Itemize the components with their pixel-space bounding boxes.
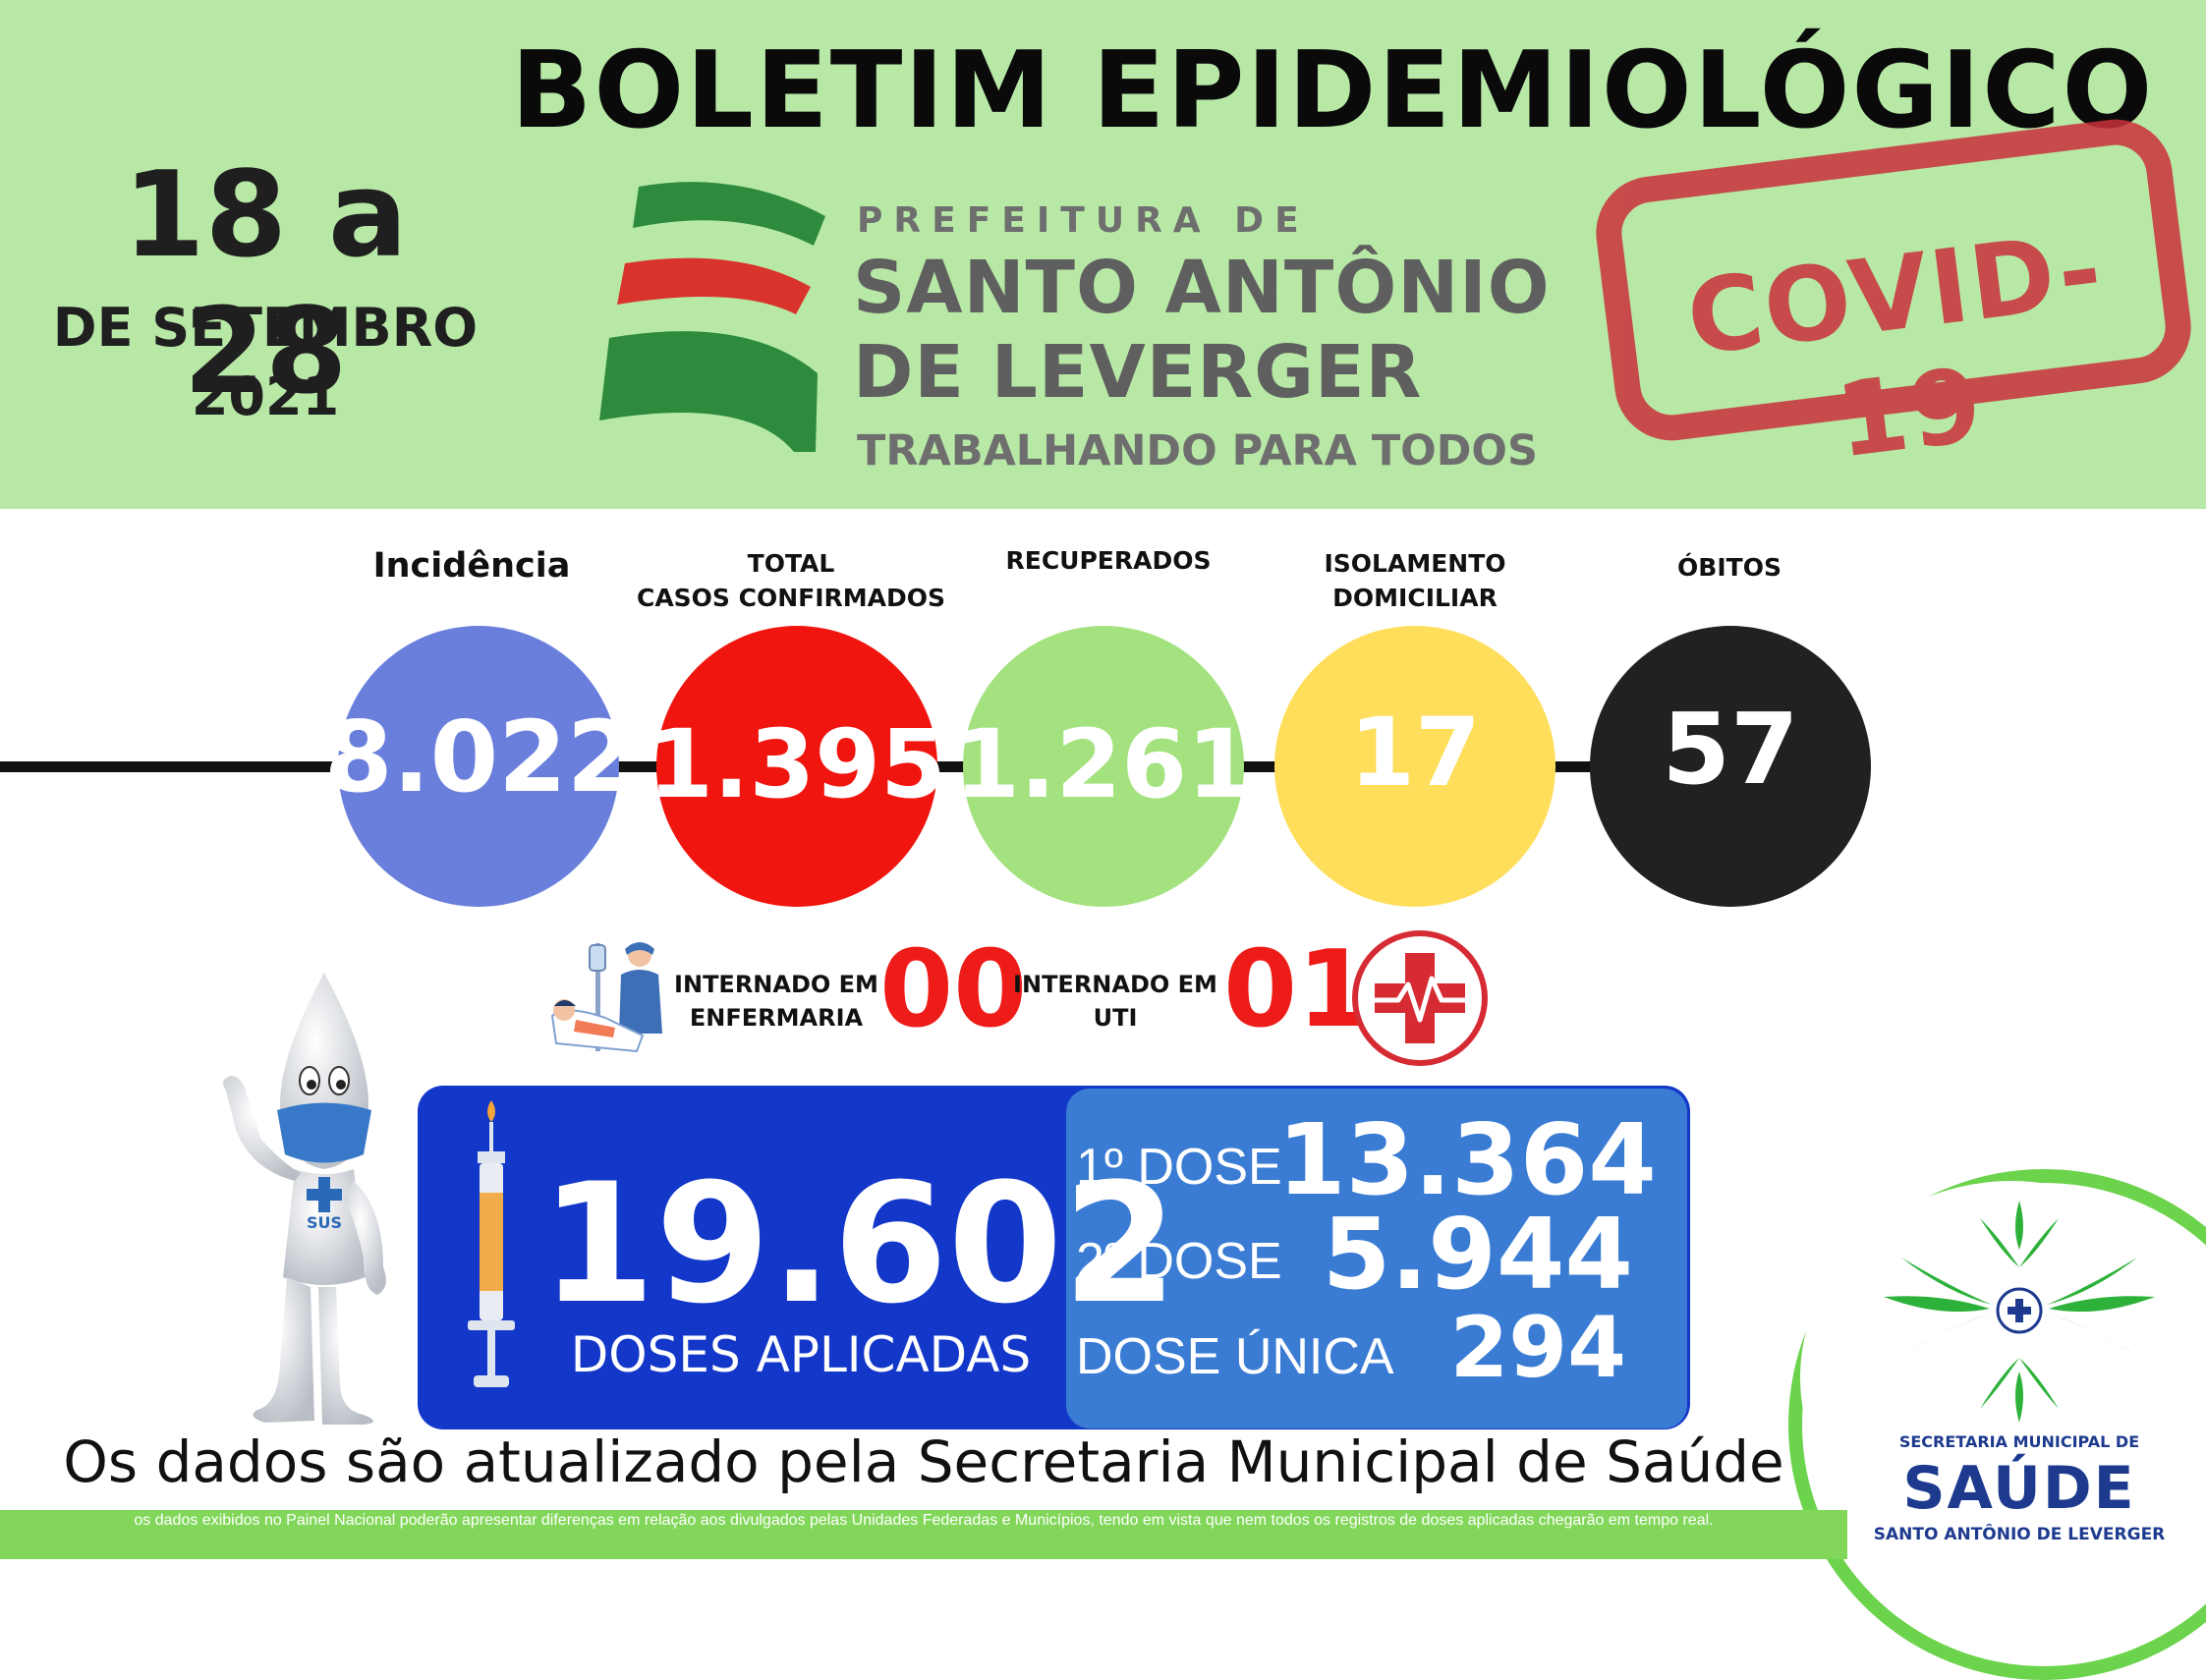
logo-city-line1: SANTO ANTÔNIO — [853, 246, 1551, 330]
footer-bar — [0, 1510, 1847, 1559]
second-dose-label: 2º DOSE — [1076, 1233, 1282, 1290]
date-range: 18 a 28 — [123, 147, 408, 420]
total-cases-circle — [656, 626, 937, 907]
page-title: BOLETIM EPIDEMIOLÓGICO — [511, 29, 2155, 152]
mascot-badge: SUS — [307, 1213, 342, 1232]
single-dose-label: DOSE ÚNICA — [1076, 1328, 1394, 1385]
total-cases-label-line2: CASOS CONFIRMADOS — [636, 584, 946, 612]
icu-value: 01 — [1223, 928, 1372, 1051]
logo-prefix: PREFEITURA DE — [857, 200, 1310, 241]
incidence-circle — [338, 626, 619, 907]
total-cases-label-line1: TOTAL — [747, 549, 835, 578]
data-source-text: Os dados são atualizado pela Secretaria … — [63, 1428, 1784, 1495]
home-isolation-label-line1: ISOLAMENTO — [1324, 549, 1506, 578]
logo-city-line2: DE LEVERGER — [853, 330, 1423, 415]
header-banner — [0, 0, 2206, 509]
health-dept-title: SAÚDE — [1902, 1454, 2136, 1523]
icu-label-line2: UTI — [1093, 1004, 1138, 1032]
home-isolation-label: ISOLAMENTO DOMICILIAR — [1268, 546, 1562, 615]
medical-cross-icon — [1352, 930, 1488, 1066]
ward-label-line2: ENFERMARIA — [689, 1004, 864, 1032]
deaths-value: 57 — [1662, 692, 1799, 807]
health-dept-emblem-icon — [1884, 1201, 2155, 1423]
deaths-circle — [1590, 626, 1871, 907]
single-dose-value: 294 — [1449, 1299, 1626, 1397]
incidence-value: 8.022 — [324, 700, 636, 814]
deaths-label: ÓBITOS — [1677, 553, 1782, 582]
recovered-circle — [963, 626, 1244, 907]
first-dose-label: 1º DOSE — [1076, 1139, 1282, 1196]
syringe-icon — [468, 1100, 515, 1387]
home-isolation-circle — [1274, 626, 1556, 907]
incidence-label: Incidência — [372, 546, 571, 586]
doctor-patient-icon — [550, 942, 662, 1053]
total-doses-value: 19.602 — [540, 1148, 1178, 1340]
logo-slogan: TRABALHANDO PARA TODOS — [857, 426, 1538, 476]
total-cases-label: TOTAL CASOS CONFIRMADOS — [629, 546, 953, 615]
total-doses-label: DOSES APLICADAS — [570, 1326, 1032, 1383]
ze-gotinha-mascot-icon: SUS — [223, 973, 386, 1425]
ward-label-line1: INTERNADO EM — [674, 971, 878, 998]
home-isolation-value: 17 — [1349, 698, 1481, 808]
date-year: 2021 — [191, 365, 340, 427]
total-cases-value: 1.395 — [648, 709, 946, 819]
icu-label-line1: INTERNADO EM — [1013, 971, 1217, 998]
second-dose-value: 5.944 — [1322, 1197, 1633, 1312]
recovered-label: RECUPERADOS — [1005, 546, 1212, 575]
date-month: DE SETEMBRO — [52, 297, 479, 359]
home-isolation-label-line2: DOMICILIAR — [1332, 584, 1498, 612]
recovered-value: 1.261 — [954, 709, 1253, 819]
first-dose-value: 13.364 — [1277, 1102, 1657, 1217]
dose-breakdown-panel — [1066, 1089, 1687, 1428]
disclaimer-note: os dados exibidos no Painel Nacional pod… — [134, 1512, 1714, 1529]
health-dept-line1: SECRETARIA MUNICIPAL DE — [1898, 1432, 2140, 1451]
health-dept-city: SANTO ANTÔNIO DE LEVERGER — [1873, 1525, 2166, 1544]
prefeitura-logo-icon — [599, 182, 825, 452]
icu-label: INTERNADO EM UTI — [1012, 968, 1218, 1035]
ward-label: INTERNADO EM ENFERMARIA — [673, 968, 879, 1035]
ward-value: 00 — [879, 928, 1028, 1051]
